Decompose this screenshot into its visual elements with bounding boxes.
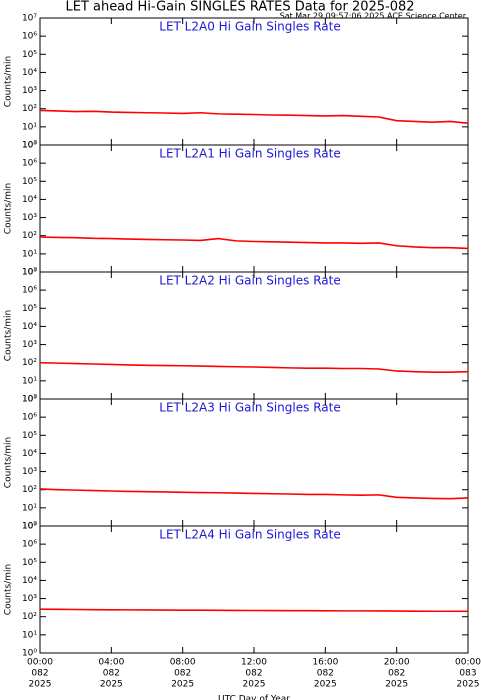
- y-axis-label: Counts/min: [4, 437, 14, 488]
- y-tick-label: 10⁵: [22, 177, 37, 187]
- y-tick-label: 10⁷: [22, 268, 37, 278]
- x-tick-label: 2025: [457, 680, 480, 690]
- y-tick-label: 10²: [22, 231, 37, 241]
- y-tick-label: 10²: [22, 485, 37, 495]
- plot-frame: [39, 525, 469, 654]
- y-tick-label: 10⁴: [22, 576, 37, 586]
- data-line: [39, 488, 469, 500]
- x-tick-label: 2025: [243, 680, 266, 690]
- y-tick-label: 10¹: [22, 376, 37, 386]
- y-tick-label: 10⁴: [22, 449, 37, 459]
- plot-frame: [39, 144, 469, 273]
- x-tick-label: 16:00: [312, 658, 338, 668]
- x-tick-label: 00:00: [27, 658, 53, 668]
- x-tick-label: 082: [388, 669, 405, 679]
- data-line: [39, 236, 469, 250]
- x-tick-label: 2025: [171, 680, 194, 690]
- y-tick-label: 10⁵: [22, 431, 37, 441]
- panel-title: LET L2A2 Hi Gain Singles Rate: [159, 274, 340, 288]
- panel-title: LET L2A3 Hi Gain Singles Rate: [159, 401, 340, 415]
- y-tick-label: 10³: [22, 213, 37, 223]
- x-tick-label: 2025: [100, 680, 123, 690]
- plot-frame: [39, 398, 469, 527]
- y-tick-label: 10⁵: [22, 558, 37, 568]
- x-tick-label: 20:00: [384, 658, 410, 668]
- x-tick-label: 2025: [29, 680, 52, 690]
- y-tick-label: 10²: [22, 358, 37, 368]
- x-tick-label: 08:00: [170, 658, 196, 668]
- plot-frame: [39, 17, 469, 146]
- y-tick-label: 10⁰: [22, 141, 37, 151]
- y-tick-label: 10³: [22, 594, 37, 604]
- y-tick-label: 10⁶: [22, 159, 37, 169]
- y-tick-label: 10⁰: [22, 649, 37, 659]
- y-tick-label: 10⁷: [22, 141, 37, 151]
- y-tick-label: 10³: [22, 467, 37, 477]
- x-tick-label: 082: [245, 669, 262, 679]
- x-tick-label: 082: [317, 669, 334, 679]
- y-axis-label: Counts/min: [4, 56, 14, 107]
- x-tick-label: 083: [459, 669, 476, 679]
- y-tick-label: 10¹: [22, 630, 37, 640]
- y-tick-label: 10⁴: [22, 322, 37, 332]
- y-tick-label: 10⁷: [22, 522, 37, 532]
- y-tick-label: 10⁵: [22, 304, 37, 314]
- data-line: [39, 608, 469, 613]
- y-tick-label: 10⁶: [22, 32, 37, 42]
- x-tick-label: 2025: [314, 680, 337, 690]
- page-subtitle: Sat Mar 29 09:57:06 2025 ACE Science Cen…: [280, 12, 467, 21]
- y-tick-label: 10⁵: [22, 50, 37, 60]
- y-tick-label: 10¹: [22, 503, 37, 513]
- y-tick-label: 10⁰: [22, 395, 37, 405]
- x-tick-label: 00:00: [455, 658, 481, 668]
- y-tick-label: 10⁴: [22, 195, 37, 205]
- y-tick-label: 10²: [22, 612, 37, 622]
- y-tick-label: 10⁷: [22, 14, 37, 24]
- x-tick-label: 2025: [385, 680, 408, 690]
- data-line: [39, 109, 469, 124]
- y-tick-label: 10¹: [22, 249, 37, 259]
- y-tick-label: 10¹: [22, 122, 37, 132]
- panel-title: LET L2A0 Hi Gain Singles Rate: [159, 20, 340, 34]
- y-tick-label: 10⁶: [22, 413, 37, 423]
- y-tick-label: 10⁶: [22, 286, 37, 296]
- y-tick-label: 10³: [22, 86, 37, 96]
- y-tick-label: 10⁴: [22, 68, 37, 78]
- page-title: LET ahead Hi-Gain SINGLES RATES Data for…: [65, 0, 414, 15]
- panel-title: LET L2A1 Hi Gain Singles Rate: [159, 147, 340, 161]
- y-tick-label: 10³: [22, 340, 37, 350]
- y-tick-label: 10⁰: [22, 268, 37, 278]
- x-axis-label: UTC Day of Year: [218, 695, 290, 700]
- y-axis-label: Counts/min: [4, 310, 14, 361]
- y-tick-label: 10⁶: [22, 540, 37, 550]
- x-tick-label: 082: [31, 669, 48, 679]
- x-tick-label: 12:00: [241, 658, 267, 668]
- y-tick-label: 10²: [22, 104, 37, 114]
- data-line: [39, 361, 469, 374]
- panel-title: LET L2A4 Hi Gain Singles Rate: [159, 528, 340, 542]
- x-tick-label: 082: [174, 669, 191, 679]
- x-tick-label: 082: [103, 669, 120, 679]
- plot-frame: [39, 271, 469, 400]
- y-tick-label: 10⁷: [22, 395, 37, 405]
- y-axis-label: Counts/min: [4, 183, 14, 234]
- y-axis-label: Counts/min: [4, 564, 14, 615]
- x-tick-label: 04:00: [98, 658, 124, 668]
- y-tick-label: 10⁰: [22, 522, 37, 532]
